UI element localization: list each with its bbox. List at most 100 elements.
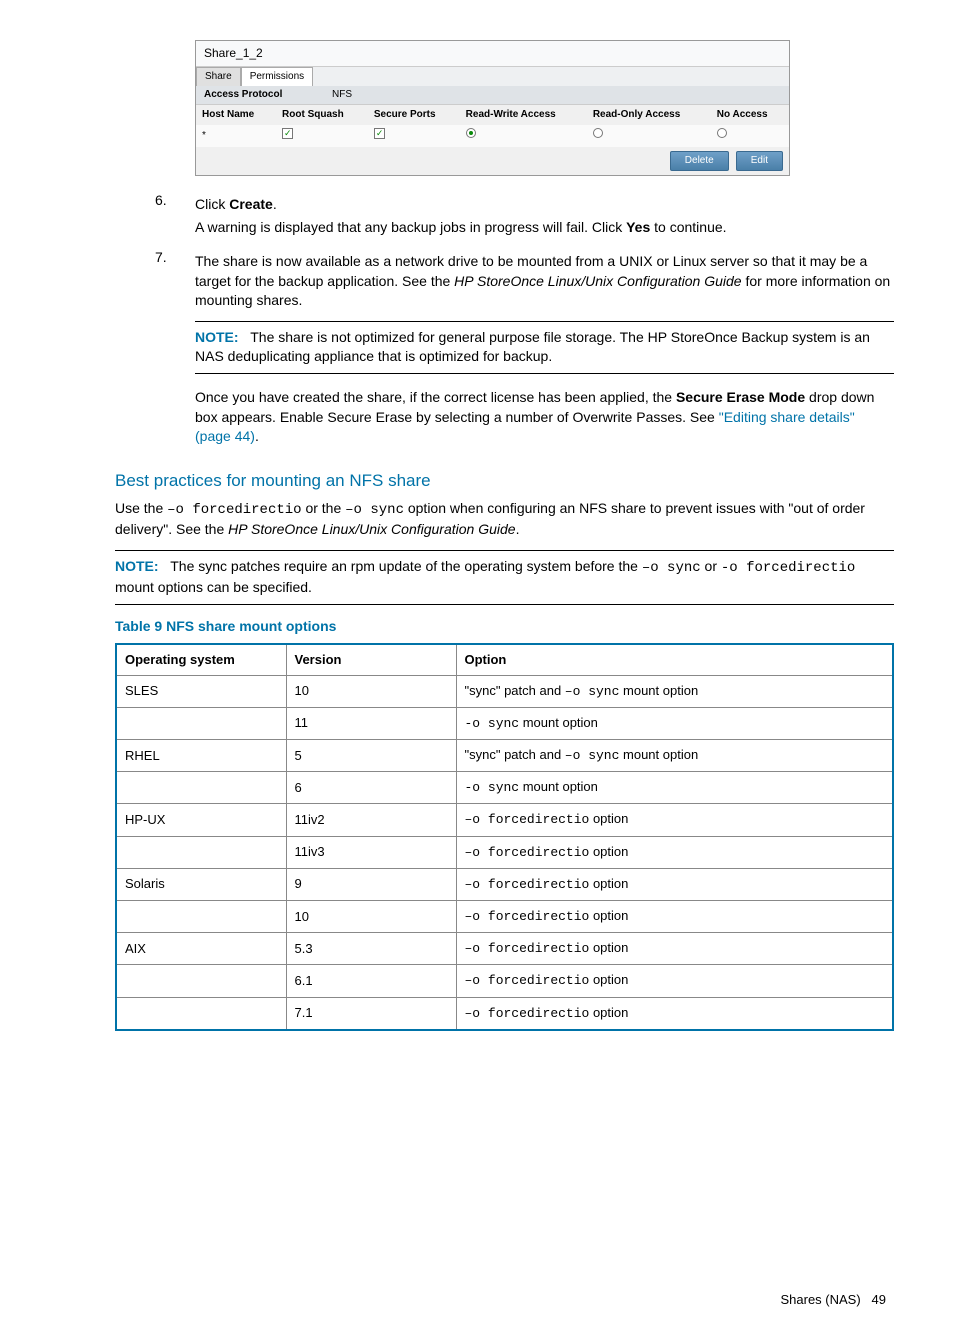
root-squash-checkbox[interactable]: [282, 128, 293, 139]
step6-body: Click Create. A warning is displayed tha…: [195, 191, 894, 242]
footer-label: Shares (NAS): [780, 1292, 860, 1307]
table-row: 6.1–o forcedirectio option: [116, 965, 893, 997]
cell-version: 7.1: [286, 997, 456, 1030]
no-radio[interactable]: [717, 128, 727, 138]
cell-version: 5: [286, 740, 456, 772]
tab-share[interactable]: Share: [196, 67, 241, 86]
cell-os: [116, 997, 286, 1030]
col-rw: Read-Write Access: [460, 104, 587, 125]
table-row: 11-o sync mount option: [116, 707, 893, 739]
cell-option: "sync" patch and –o sync mount option: [456, 675, 893, 707]
col-ro: Read-Only Access: [587, 104, 711, 125]
table-row: 6-o sync mount option: [116, 772, 893, 804]
cell-version: 5.3: [286, 933, 456, 965]
cell-option: –o forcedirectio option: [456, 804, 893, 836]
cell-os: [116, 772, 286, 804]
note2-label: NOTE:: [115, 558, 159, 574]
step6-warn-end: to continue.: [650, 219, 726, 235]
table-row: RHEL5"sync" patch and –o sync mount opti…: [116, 740, 893, 772]
delete-button[interactable]: Delete: [670, 151, 729, 171]
step6-number: 6.: [155, 191, 195, 242]
cell-version: 9: [286, 868, 456, 900]
step6-text-end: .: [273, 196, 277, 212]
cell-option: –o forcedirectio option: [456, 868, 893, 900]
th-version: Version: [286, 644, 456, 676]
note-sync-patches: NOTE: The sync patches require an rpm up…: [115, 550, 894, 605]
cell-os: [116, 965, 286, 997]
table-row: 7.1–o forcedirectio option: [116, 997, 893, 1030]
se-a: Once you have created the share, if the …: [195, 389, 676, 405]
cell-version: 10: [286, 675, 456, 707]
th-os: Operating system: [116, 644, 286, 676]
host-cell: *: [196, 125, 276, 147]
bp-mono1: –o forcedirectio: [167, 502, 301, 518]
se-bold: Secure Erase Mode: [676, 389, 805, 405]
th-option: Option: [456, 644, 893, 676]
table-row: HP-UX11iv2–o forcedirectio option: [116, 804, 893, 836]
permissions-table: Host Name Root Squash Secure Ports Read-…: [196, 104, 789, 147]
table-row: Solaris9–o forcedirectio option: [116, 868, 893, 900]
bp-mono2: –o sync: [345, 502, 404, 518]
step6-bold-create: Create: [229, 196, 273, 212]
rw-radio[interactable]: [466, 128, 476, 138]
ro-radio[interactable]: [593, 128, 603, 138]
panel-title: Share_1_2: [196, 41, 789, 67]
col-no: No Access: [711, 104, 789, 125]
table-row: AIX5.3–o forcedirectio option: [116, 933, 893, 965]
note2-c: or: [701, 558, 721, 574]
note2-mono2: -o forcedirectio: [721, 560, 855, 576]
step7-number: 7.: [155, 248, 195, 455]
page-footer: Shares (NAS) 49: [155, 1291, 894, 1309]
edit-button[interactable]: Edit: [736, 151, 783, 171]
cell-option: –o forcedirectio option: [456, 836, 893, 868]
cell-version: 11iv3: [286, 836, 456, 868]
step6-text: Click: [195, 196, 229, 212]
cell-option: "sync" patch and –o sync mount option: [456, 740, 893, 772]
step7-italic-guide: HP StoreOnce Linux/Unix Configuration Gu…: [454, 273, 741, 289]
cell-option: –o forcedirectio option: [456, 965, 893, 997]
cell-version: 11: [286, 707, 456, 739]
cell-os: RHEL: [116, 740, 286, 772]
best-practices-heading: Best practices for mounting an NFS share: [115, 469, 894, 493]
cell-os: [116, 901, 286, 933]
access-protocol-label: Access Protocol: [204, 88, 332, 102]
bp-italic: HP StoreOnce Linux/Unix Configuration Gu…: [228, 521, 515, 537]
col-secure-ports: Secure Ports: [368, 104, 460, 125]
cell-version: 6.1: [286, 965, 456, 997]
col-root-squash: Root Squash: [276, 104, 368, 125]
cell-option: –o forcedirectio option: [456, 997, 893, 1030]
access-protocol-value: NFS: [332, 88, 352, 102]
cell-os: HP-UX: [116, 804, 286, 836]
note1-text: The share is not optimized for general p…: [195, 329, 870, 365]
cell-os: Solaris: [116, 868, 286, 900]
bp-c: or the: [302, 500, 346, 516]
col-hostname: Host Name: [196, 104, 276, 125]
table-row: 10–o forcedirectio option: [116, 901, 893, 933]
best-practices-para: Use the –o forcedirectio or the –o sync …: [115, 499, 894, 540]
cell-option: –o forcedirectio option: [456, 933, 893, 965]
note2-e: mount options can be specified.: [115, 579, 312, 595]
footer-page: 49: [872, 1292, 886, 1307]
table-row: SLES10"sync" patch and –o sync mount opt…: [116, 675, 893, 707]
tab-permissions[interactable]: Permissions: [241, 67, 313, 86]
share-config-panel: Share_1_2 Share Permissions Access Proto…: [195, 40, 790, 176]
table-row: 11iv3–o forcedirectio option: [116, 836, 893, 868]
note2-mono1: –o sync: [642, 560, 701, 576]
cell-version: 11iv2: [286, 804, 456, 836]
nfs-mount-options-table: Operating system Version Option SLES10"s…: [115, 643, 894, 1031]
step6-warn-text: A warning is displayed that any backup j…: [195, 219, 626, 235]
se-d: .: [255, 428, 259, 444]
step7-body: The share is now available as a network …: [195, 248, 894, 455]
cell-option: -o sync mount option: [456, 707, 893, 739]
step6-bold-yes: Yes: [626, 219, 650, 235]
cell-os: [116, 836, 286, 868]
cell-os: [116, 707, 286, 739]
note-share-optimized: NOTE: The share is not optimized for gen…: [195, 321, 894, 374]
note-label: NOTE:: [195, 329, 239, 345]
bp-g: .: [516, 521, 520, 537]
cell-version: 6: [286, 772, 456, 804]
cell-version: 10: [286, 901, 456, 933]
cell-option: –o forcedirectio option: [456, 901, 893, 933]
cell-os: SLES: [116, 675, 286, 707]
secure-ports-checkbox[interactable]: [374, 128, 385, 139]
